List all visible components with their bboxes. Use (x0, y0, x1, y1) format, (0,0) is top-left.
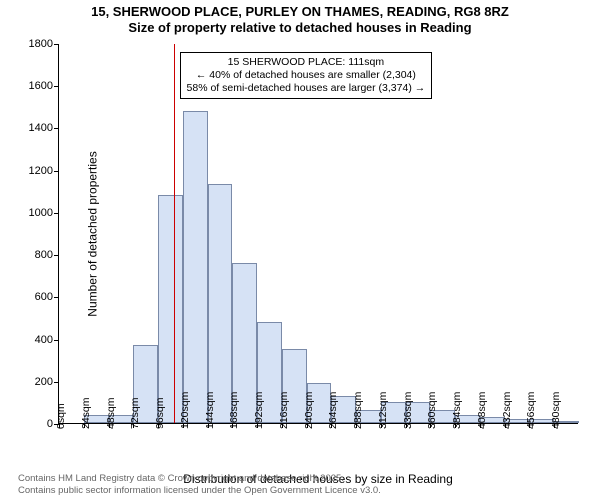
x-tick: 336sqm (402, 392, 414, 429)
title-line-2: Size of property relative to detached ho… (0, 20, 600, 36)
annotation-line: ← 40% of detached houses are smaller (2,… (187, 69, 426, 82)
x-tick: 432sqm (501, 392, 513, 429)
annotation-line: 58% of semi-detached houses are larger (… (187, 82, 426, 95)
y-tick: 400 (35, 334, 59, 346)
x-tick: 24sqm (80, 397, 92, 429)
x-tick: 408sqm (476, 392, 488, 429)
y-tick: 200 (35, 376, 59, 388)
x-tick: 192sqm (253, 392, 265, 429)
plot-region: 0200400600800100012001400160018000sqm24s… (58, 44, 578, 424)
x-tick: 312sqm (377, 392, 389, 429)
histogram-bar (208, 184, 233, 423)
x-tick: 168sqm (228, 392, 240, 429)
annotation-box: 15 SHERWOOD PLACE: 111sqm← 40% of detach… (180, 52, 433, 99)
x-tick: 48sqm (105, 397, 117, 429)
y-tick: 1600 (29, 80, 59, 92)
x-tick: 384sqm (451, 392, 463, 429)
footer-line-2: Contains public sector information licen… (18, 485, 381, 496)
x-tick: 0sqm (55, 403, 67, 429)
annotation-line: 15 SHERWOOD PLACE: 111sqm (187, 56, 426, 69)
x-tick: 288sqm (352, 392, 364, 429)
x-tick: 144sqm (204, 392, 216, 429)
y-tick: 1800 (29, 38, 59, 50)
y-tick: 1400 (29, 122, 59, 134)
x-tick: 96sqm (154, 397, 166, 429)
y-tick: 800 (35, 249, 59, 261)
x-tick: 216sqm (278, 392, 290, 429)
x-tick: 264sqm (327, 392, 339, 429)
chart-title: 15, SHERWOOD PLACE, PURLEY ON THAMES, RE… (0, 0, 600, 37)
x-tick: 456sqm (525, 392, 537, 429)
x-tick: 240sqm (303, 392, 315, 429)
x-tick: 480sqm (550, 392, 562, 429)
y-axis-label: Number of detached properties (86, 151, 100, 316)
y-tick: 1200 (29, 165, 59, 177)
x-tick: 120sqm (179, 392, 191, 429)
title-line-1: 15, SHERWOOD PLACE, PURLEY ON THAMES, RE… (0, 4, 600, 20)
histogram-bar (158, 195, 183, 423)
attribution-footer: Contains HM Land Registry data © Crown c… (18, 473, 381, 496)
footer-line-1: Contains HM Land Registry data © Crown c… (18, 473, 381, 484)
reference-line (174, 44, 175, 423)
histogram-bar (183, 111, 208, 423)
y-tick: 1000 (29, 207, 59, 219)
x-tick: 72sqm (129, 397, 141, 429)
y-tick: 600 (35, 291, 59, 303)
chart-area: 0200400600800100012001400160018000sqm24s… (58, 44, 578, 424)
x-tick: 360sqm (426, 392, 438, 429)
